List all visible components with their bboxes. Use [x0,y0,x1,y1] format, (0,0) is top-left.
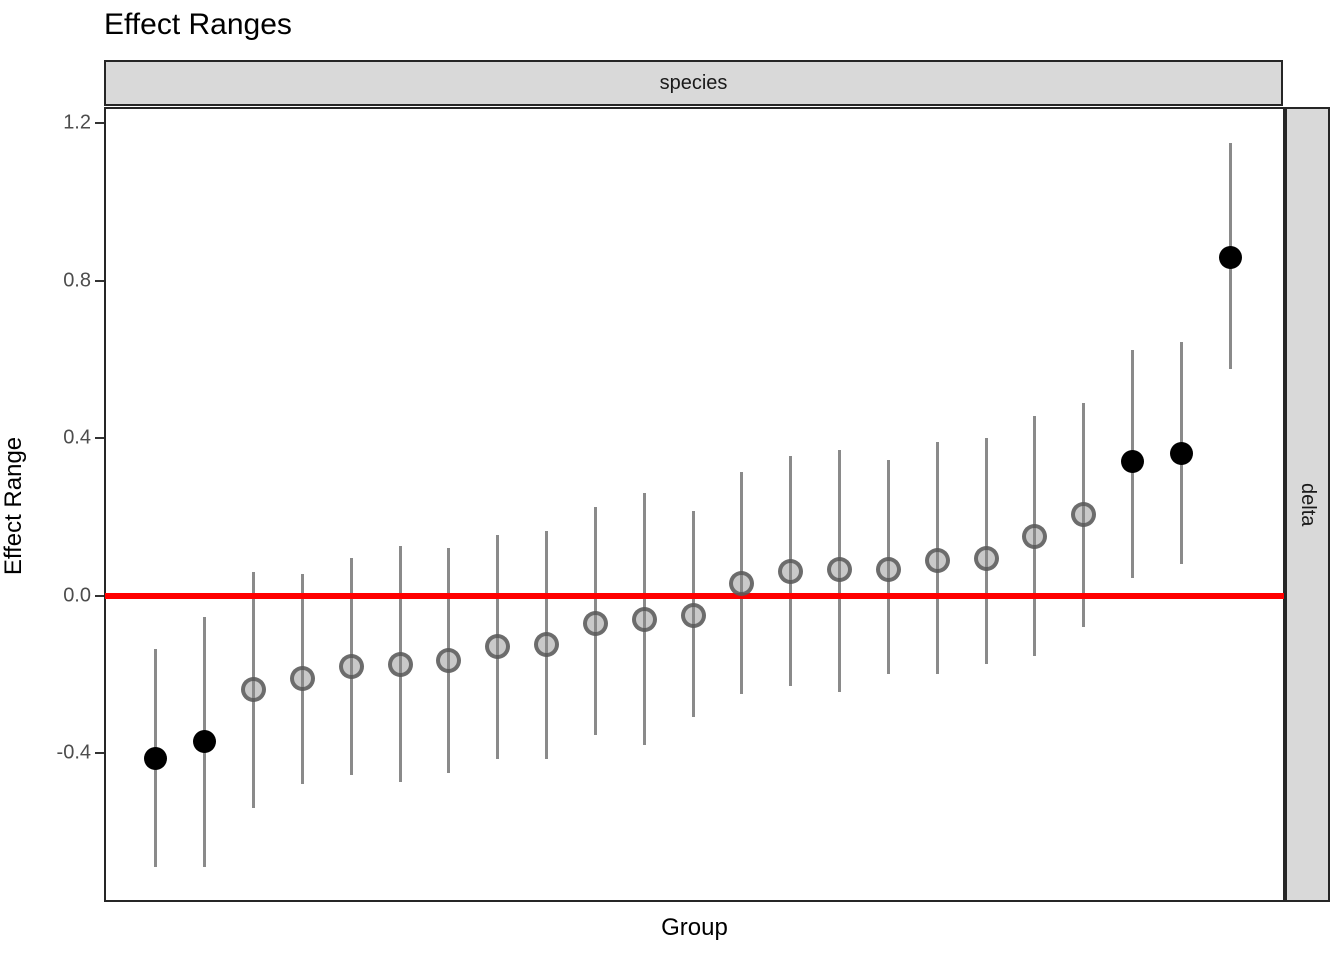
data-point [680,602,706,628]
y-tick-mark [95,751,104,754]
facet-strip-species-label: species [659,71,728,94]
data-point-significant [1218,245,1242,269]
facet-strip-delta-label: delta [1297,482,1319,527]
reference-line-zero [105,592,1284,599]
data-point-significant [1169,442,1193,466]
data-point [338,653,364,679]
data-point [387,651,413,677]
data-point [534,632,560,658]
data-point [875,557,901,583]
data-point [827,557,853,583]
data-point [631,606,657,632]
y-tick-label: 0.4 [63,426,91,449]
y-tick-mark [95,594,104,597]
data-point-significant [144,747,168,771]
plot-title: Effect Ranges [104,8,292,41]
data-point [729,571,755,597]
y-tick-label: -0.4 [56,741,91,764]
facet-strip-species: species [104,60,1283,106]
y-tick-mark [95,122,104,125]
data-point [485,634,511,660]
data-point [973,545,999,571]
data-point-significant [193,729,217,753]
data-point [1071,502,1097,528]
data-point [582,610,608,636]
facet-strip-delta: delta [1285,107,1330,902]
y-tick-label: 0.0 [63,584,91,606]
data-point [924,547,950,573]
data-point-significant [1121,450,1145,474]
data-point [240,677,266,703]
y-tick-mark [95,437,104,440]
y-axis-ticks: 1.2 0.8 0.4 0.0 -0.4 [0,0,104,960]
data-point [1022,523,1048,549]
y-axis-title: Effect Range [0,436,27,576]
data-point [436,647,462,673]
data-point [778,559,804,585]
y-tick-mark [95,279,104,282]
y-tick-label: 0.8 [63,269,91,292]
y-tick-label: 1.2 [63,111,91,134]
x-axis-title: Group [661,914,728,941]
data-point [289,665,315,691]
